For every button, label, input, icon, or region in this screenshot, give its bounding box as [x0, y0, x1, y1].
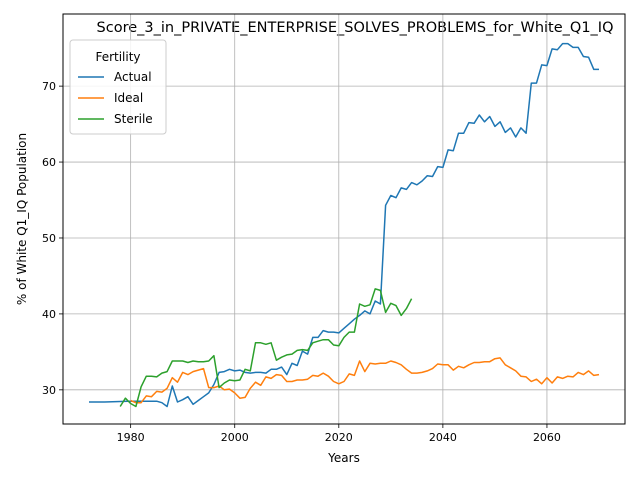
legend: Fertility Actual Ideal Sterile	[69, 39, 167, 135]
x-tick-label: 2000	[221, 431, 249, 444]
legend-box	[69, 39, 167, 135]
series-line-ideal	[130, 357, 600, 404]
y-tick-label: 60	[42, 156, 56, 169]
x-tick-label: 2040	[429, 431, 457, 444]
x-tick-label: 2020	[325, 431, 353, 444]
series-line-sterile	[119, 288, 413, 408]
x-axis-label: Years	[327, 451, 360, 465]
y-tick-label: 50	[42, 232, 56, 245]
plot-frame	[62, 13, 626, 425]
chart-title: Score_3_in_PRIVATE_ENTERPRISE_SOLVES_PRO…	[97, 20, 614, 36]
y-axis-label: % of White Q1_IQ Population	[15, 133, 29, 305]
y-axis: 30 40 50 60 70	[42, 80, 63, 397]
legend-label-sterile: Sterile	[114, 112, 153, 126]
series-line-actual	[89, 42, 599, 408]
x-axis: 1980 2000 2020 2040 2060	[117, 424, 561, 444]
x-tick-label: 1980	[117, 431, 145, 444]
legend-title: Fertility	[95, 50, 140, 64]
y-tick-label: 30	[42, 384, 56, 397]
legend-items: Actual Ideal Sterile	[78, 70, 153, 126]
series-lines	[89, 42, 600, 408]
legend-label-actual: Actual	[114, 70, 152, 84]
legend-label-ideal: Ideal	[114, 91, 143, 105]
x-tick-label: 2060	[533, 431, 561, 444]
y-tick-label: 70	[42, 80, 56, 93]
y-tick-label: 40	[42, 308, 56, 321]
